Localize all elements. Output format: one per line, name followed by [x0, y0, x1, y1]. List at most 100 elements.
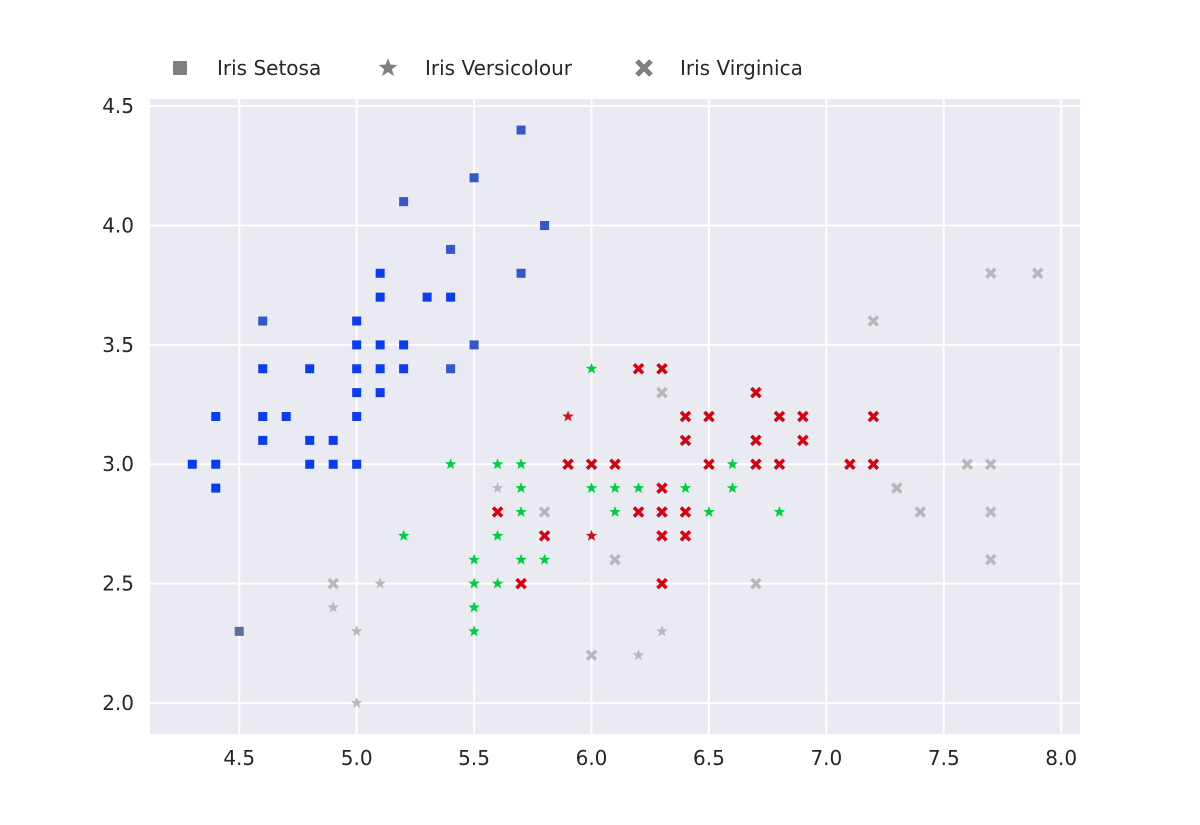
y-tick-label: 2.5: [102, 572, 134, 596]
iris-virginica-point: [867, 458, 880, 470]
iris-virginica-point: [703, 458, 715, 470]
iris-virginica-point-stroke: [562, 458, 574, 470]
iris-setosa-point: [352, 412, 362, 421]
iris-setosa-point: [258, 316, 268, 326]
iris-virginica-point: [679, 434, 692, 447]
iris-virginica-point: [844, 458, 856, 470]
iris-setosa-point: [375, 292, 385, 302]
iris-virginica-point: [679, 410, 692, 423]
iris-setosa-point: [352, 459, 362, 469]
iris-setosa-point: [258, 435, 268, 445]
iris-versicolour-point: [468, 553, 480, 565]
iris-versicolour-point: [726, 458, 739, 470]
legend-item-iris-setosa: Iris Setosa: [173, 56, 321, 80]
x-tick-label: 6.5: [693, 746, 725, 770]
iris-virginica-point: [985, 506, 997, 518]
iris-setosa-point: [399, 364, 409, 374]
iris-virginica-point: [703, 410, 715, 423]
x-tick-label: 7.5: [928, 746, 960, 770]
iris-setosa-point: [211, 459, 221, 469]
iris-setosa-point: [305, 364, 315, 374]
iris-virginica-point: [679, 506, 692, 518]
iris-virginica-point-stroke: [585, 458, 598, 470]
iris-virginica-point: [327, 577, 339, 590]
x-tick-label: 7.0: [810, 746, 842, 770]
iris-versicolour-point: [538, 553, 551, 565]
iris-virginica-point: [656, 530, 668, 542]
iris-versicolour-point: [562, 410, 574, 422]
iris-virginica-point-stroke: [703, 458, 715, 470]
iris-setosa-point: [516, 268, 526, 278]
plot-background: [150, 99, 1080, 734]
iris-versicolour-point: [491, 482, 504, 494]
iris-setosa-point: [234, 626, 244, 636]
iris-setosa-point: [399, 197, 409, 207]
iris-setosa-point: [352, 388, 362, 398]
iris-virginica-point: [585, 649, 598, 661]
iris-versicolour-point: [327, 601, 339, 613]
y-tick-label: 3.0: [102, 452, 134, 476]
legend-label: Iris Versicolour: [425, 56, 573, 80]
iris-virginica-point-stroke: [985, 267, 997, 280]
iris-versicolour-point: [515, 505, 527, 517]
iris-versicolour-point: [468, 601, 480, 613]
legend-marker-x: [635, 59, 653, 77]
x-tick-label: 8.0: [1045, 746, 1077, 770]
iris-versicolour-point: [491, 529, 504, 541]
iris-virginica-point: [609, 458, 621, 470]
iris-virginica-point: [1031, 267, 1044, 280]
iris-virginica-point: [750, 386, 762, 399]
iris-setosa-point: [352, 340, 362, 350]
iris-virginica-point-stroke: [985, 553, 997, 566]
iris-virginica-point: [867, 410, 880, 423]
iris-virginica-point-stroke: [491, 506, 504, 518]
iris-versicolour-point: [679, 482, 692, 494]
iris-setosa-point: [258, 412, 268, 421]
iris-virginica-point-stroke: [773, 458, 786, 470]
iris-virginica-point-stroke: [867, 315, 880, 327]
iris-versicolour-point: [491, 458, 504, 470]
legend-item-iris-versicolour: Iris Versicolour: [378, 56, 573, 80]
tick-labels: 4.5 5.0 5.5 6.0 6.5 7.0 7.5 8.0 2.0 2.5 3.0 3.5 4.0 4…: [102, 94, 1077, 770]
iris-setosa-point: [328, 459, 338, 469]
iris-virginica-point: [515, 577, 527, 590]
iris-virginica-point: [750, 458, 762, 470]
iris-versicolour-point: [773, 505, 786, 517]
y-tick-label: 4.0: [102, 214, 134, 238]
iris-virginica-point-stroke: [703, 410, 715, 423]
iris-virginica-point: [750, 434, 762, 447]
iris-virginica-point-stroke: [656, 482, 668, 494]
x-tick-label: 5.5: [458, 746, 490, 770]
data-points: [187, 125, 1044, 708]
iris-virginica-point: [538, 530, 551, 542]
iris-setosa-point: [422, 292, 432, 302]
iris-setosa-point: [516, 125, 526, 135]
iris-versicolour-point: [726, 482, 739, 494]
iris-virginica-point: [961, 458, 974, 470]
iris-versicolour-point: [609, 482, 621, 494]
x-tick-label: 5.0: [341, 746, 373, 770]
legend-label: Iris Virginica: [680, 56, 803, 80]
iris-virginica-point: [656, 577, 668, 590]
iris-versicolour-point: [585, 529, 598, 541]
iris-versicolour-point: [515, 482, 527, 494]
iris-versicolour-point: [350, 625, 363, 637]
iris-virginica-point: [914, 506, 927, 518]
iris-virginica-point: [656, 506, 668, 518]
iris-setosa-point: [211, 483, 221, 493]
iris-virginica-point: [985, 267, 997, 280]
iris-versicolour-point: [350, 696, 363, 708]
iris-virginica-point-stroke: [985, 506, 997, 518]
iris-setosa-point: [281, 412, 291, 421]
y-tick-label: 2.0: [102, 691, 134, 715]
iris-virginica-point: [985, 553, 997, 566]
iris-setosa-point: [446, 244, 456, 254]
iris-virginica-point-stroke: [867, 458, 880, 470]
iris-virginica-point: [985, 458, 997, 470]
iris-virginica-point: [773, 458, 786, 470]
iris-virginica-point-stroke: [656, 530, 668, 542]
iris-virginica-point-stroke: [914, 506, 927, 518]
iris-setosa-point: [469, 340, 479, 350]
legend-marker-star: [378, 58, 398, 77]
